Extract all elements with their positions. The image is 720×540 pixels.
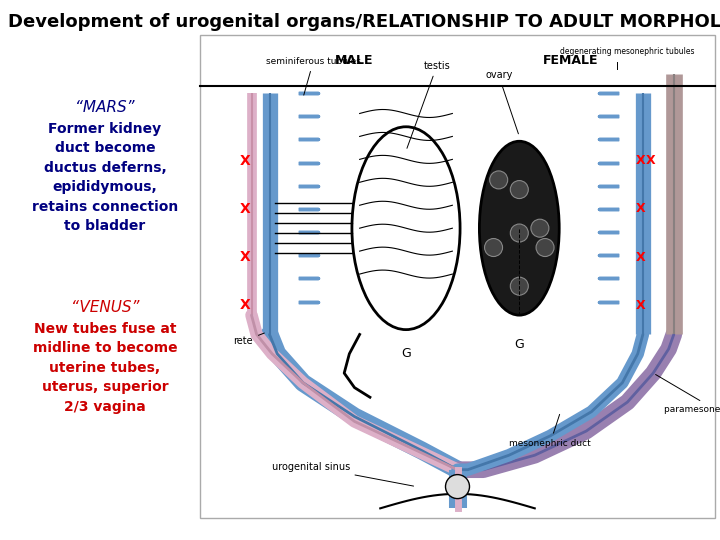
Text: X: X [240,250,251,264]
Text: mesonephric duct: mesonephric duct [509,414,591,448]
Text: Former kidney
duct become
ductus deferns,
epididymous,
retains connection
to bla: Former kidney duct become ductus deferns… [32,122,178,233]
Circle shape [510,180,528,199]
Circle shape [485,239,503,256]
Text: X: X [240,202,251,216]
Text: testis: testis [407,61,450,149]
Text: X: X [240,153,251,167]
Text: FEMALE: FEMALE [543,55,598,68]
Text: ovary: ovary [485,70,518,134]
Text: “MARS”: “MARS” [76,100,135,115]
Circle shape [536,239,554,256]
Text: “VENUS”: “VENUS” [71,300,139,315]
Ellipse shape [352,127,460,329]
Text: degenerating mesonephric tubules: degenerating mesonephric tubules [560,48,695,56]
Text: New tubes fuse at
midline to become
uterine tubes,
uterus, superior
2/3 vagina: New tubes fuse at midline to become uter… [32,322,177,414]
Circle shape [490,171,508,189]
Ellipse shape [480,141,559,315]
Text: G: G [401,347,411,360]
Text: X: X [240,299,251,313]
Text: X: X [636,154,645,167]
Text: G: G [514,338,524,350]
Circle shape [510,277,528,295]
Circle shape [510,224,528,242]
Bar [200,35,715,518]
Text: X: X [636,202,645,215]
Circle shape [446,475,469,498]
Text: X: X [646,154,655,167]
Text: urogenital sinus: urogenital sinus [272,462,413,486]
Circle shape [531,219,549,237]
Text: paramesonephric duct: paramesonephric duct [656,375,720,414]
Text: rete: rete [233,333,264,346]
Text: MALE: MALE [336,55,374,68]
Text: seminiferous tubules: seminiferous tubules [266,57,361,95]
Text: Development of urogenital organs/RELATIONSHIP TO ADULT MORPHOLOGY: Development of urogenital organs/RELATIO… [8,13,720,31]
Text: X: X [636,299,645,312]
Text: X: X [636,251,645,264]
